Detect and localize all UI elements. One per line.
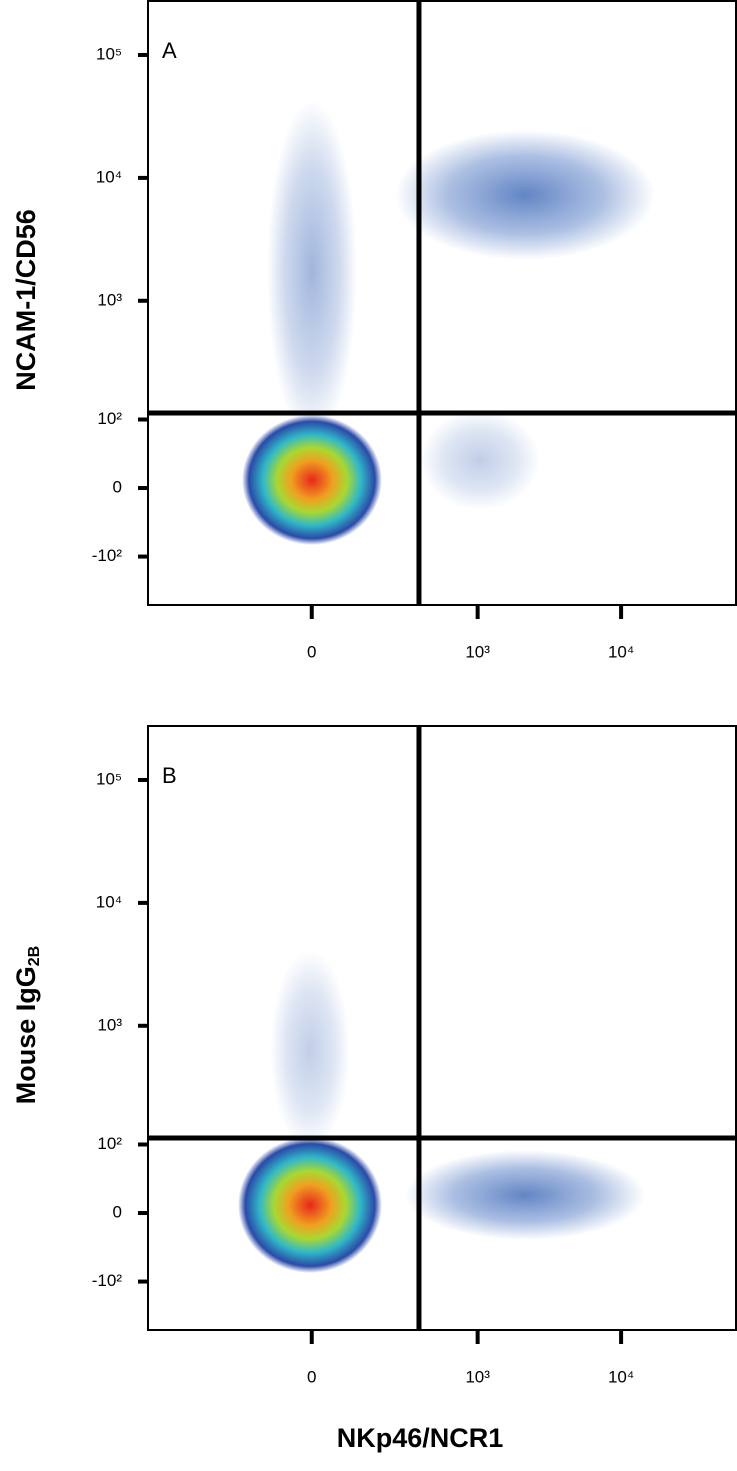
x-tick-label: 10³ <box>465 1367 490 1386</box>
x-axis-label: NKp46/NCR1 <box>337 1423 504 1453</box>
y-tick-label: 10⁵ <box>96 769 122 788</box>
y-axis-label-text: Mouse IgG <box>11 966 41 1104</box>
y-tick-label: -10² <box>92 1271 123 1290</box>
x-tick-label: 0 <box>307 1367 316 1386</box>
y-axis-label-subscript: 2B <box>26 946 43 966</box>
x-tick-label: 10⁴ <box>608 1367 634 1386</box>
x-tick-label: 0 <box>307 642 316 661</box>
y-tick-label: 10² <box>97 409 122 428</box>
y-tick-label: 0 <box>113 478 122 497</box>
y-tick-label: 10⁵ <box>96 44 122 63</box>
x-tick-label: 10³ <box>465 642 490 661</box>
y-tick-label: 10⁴ <box>96 892 122 911</box>
y-axis-label: Mouse IgG2B <box>11 946 43 1104</box>
plot-frame <box>147 0 737 606</box>
x-tick-label: 10⁴ <box>608 642 634 661</box>
panel-label: A <box>162 38 177 63</box>
y-tick-label: 0 <box>113 1203 122 1222</box>
y-axis-label-text: NCAM-1/CD56 <box>11 209 41 391</box>
population-shading <box>238 100 655 1273</box>
y-tick-label: -10² <box>92 546 123 565</box>
y-axis-label: NCAM-1/CD56 <box>11 209 41 391</box>
y-tick-label: 10² <box>97 1134 122 1153</box>
panel-label: B <box>162 763 177 788</box>
y-tick-label: 10⁴ <box>96 167 122 186</box>
plot-frame <box>147 725 737 1331</box>
y-tick-label: 10³ <box>97 1015 122 1034</box>
y-tick-label: 10³ <box>97 290 122 309</box>
